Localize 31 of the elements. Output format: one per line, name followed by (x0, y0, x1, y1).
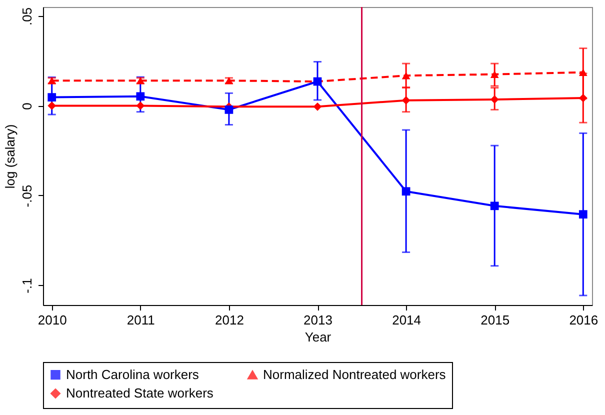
point (402, 96, 410, 105)
point (48, 102, 56, 110)
point (578, 68, 588, 76)
legend-label: North Carolina workers (66, 366, 200, 382)
x-tick-label: 2013 (304, 312, 332, 328)
point (578, 94, 588, 102)
point (402, 187, 410, 196)
x-axis-title: Year (304, 330, 332, 344)
x-tick-label: 2010 (38, 312, 67, 328)
x-tick-label: 2011 (126, 312, 155, 328)
point (490, 70, 499, 78)
x-tick-label: 2014 (392, 312, 422, 328)
point (224, 106, 234, 114)
y-tick-label: .05 (20, 7, 34, 26)
x-tick-label: 2015 (480, 312, 510, 328)
point (48, 93, 56, 102)
y-axis-title: log (salary) (2, 124, 18, 189)
x-tick-label: 2012 (214, 312, 244, 328)
point (402, 72, 410, 80)
x-tick-label: 2016 (569, 312, 598, 328)
legend-label: Normalized Nontreated workers (263, 367, 446, 382)
point (136, 92, 145, 101)
point (136, 102, 145, 110)
point (578, 210, 588, 219)
y-tick-label: 0 (20, 102, 34, 110)
y-tick-label: -.1 (20, 278, 34, 294)
point (490, 95, 499, 104)
y-tick-label: -.05 (20, 184, 34, 208)
point (490, 202, 499, 210)
legend-label: Nontreated State workers (66, 386, 214, 400)
point (313, 102, 322, 111)
